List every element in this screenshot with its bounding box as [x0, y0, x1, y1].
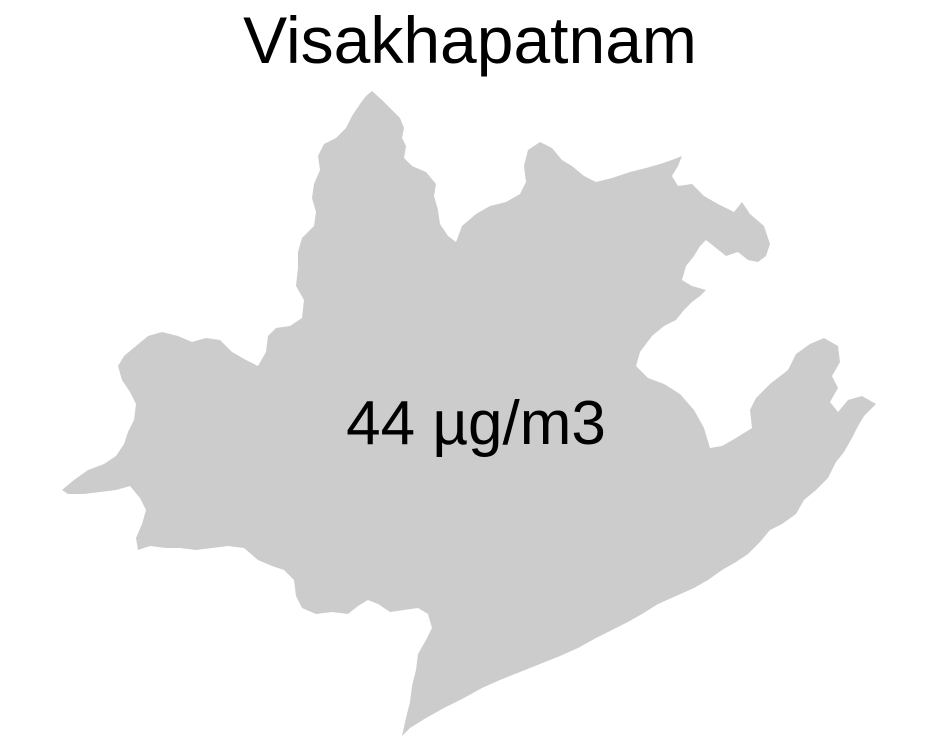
region-value-label: 44 µg/m3 — [346, 389, 606, 458]
map-title: Visakhapatnam — [243, 3, 697, 77]
district-region-shape — [62, 91, 876, 736]
